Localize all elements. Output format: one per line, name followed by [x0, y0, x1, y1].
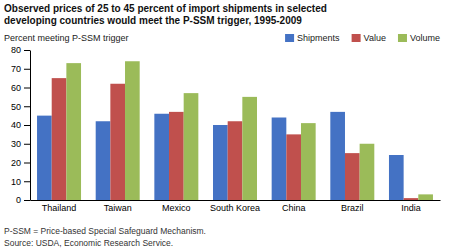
y-tick: 40 — [11, 120, 30, 130]
legend-label: Value — [364, 33, 386, 43]
y-axis: 0 10 20 30 40 50 60 70 80 — [11, 45, 31, 205]
tick-label: 70 — [11, 64, 21, 74]
x-tick: India — [401, 203, 421, 213]
y-tick: 80 — [11, 45, 30, 55]
tick-mark — [24, 106, 30, 107]
tick-label: Thailand — [42, 203, 77, 213]
tick-mark — [24, 181, 30, 182]
y-tick: 10 — [11, 177, 30, 187]
legend-label: Shipments — [297, 33, 340, 43]
tick-label: Mexico — [162, 203, 191, 213]
y-tick: 60 — [11, 83, 30, 93]
y-tick: 30 — [11, 139, 30, 149]
tick-mark — [24, 125, 30, 126]
bar — [345, 153, 360, 200]
bar — [286, 134, 301, 200]
bar-series — [66, 61, 433, 200]
tick-label: 40 — [11, 120, 21, 130]
x-tick: South Korea — [210, 203, 260, 213]
footnote: P-SSM = Price-based Special Safeguard Me… — [4, 226, 206, 236]
legend-item: Shipments — [285, 33, 340, 43]
tick-label: 10 — [11, 177, 21, 187]
tick-label: South Korea — [210, 203, 260, 213]
tick-label: 0 — [16, 195, 21, 205]
bar — [37, 116, 52, 200]
bar — [404, 198, 419, 200]
bar — [301, 123, 316, 200]
bar — [184, 93, 199, 200]
plot-area: 0 10 20 30 40 50 60 70 80 Thailand Taiwan Mexico Sou… — [11, 45, 441, 213]
x-tick: Taiwan — [104, 203, 132, 213]
bar-series — [37, 112, 404, 200]
x-tick: Mexico — [162, 203, 191, 213]
legend-item: Volume — [398, 33, 440, 43]
bar — [330, 112, 345, 200]
tick-mark — [24, 144, 30, 145]
bar — [389, 155, 404, 200]
legend-swatch — [352, 34, 361, 42]
legend-item: Value — [352, 33, 386, 43]
bar — [272, 118, 287, 201]
bar — [154, 114, 169, 200]
y-tick: 50 — [11, 102, 30, 112]
footnote: Source: USDA, Economic Research Service. — [4, 238, 173, 248]
footnotes: P-SSM = Price-based Special Safeguard Me… — [4, 226, 206, 248]
tick-label: Brazil — [341, 203, 364, 213]
x-tick: China — [282, 203, 306, 213]
y-tick: 70 — [11, 64, 30, 74]
axis-line — [30, 51, 31, 201]
title: developing countries would meet the P-SS… — [4, 15, 302, 26]
tick-label: 20 — [11, 158, 21, 168]
legend-swatch — [285, 34, 294, 42]
tick-label: China — [282, 203, 306, 213]
tick-mark — [24, 50, 30, 51]
tick-mark — [24, 200, 30, 201]
tick-label: Taiwan — [104, 203, 132, 213]
tick-label: 80 — [11, 45, 21, 55]
bar — [242, 97, 257, 200]
x-tick: Brazil — [341, 203, 364, 213]
tick-label: India — [401, 203, 421, 213]
x-tick: Thailand — [42, 203, 77, 213]
bar — [418, 194, 433, 200]
tick-mark — [24, 69, 30, 70]
tick-label: 30 — [11, 139, 21, 149]
bar — [66, 63, 81, 200]
y-tick: 0 — [16, 195, 30, 205]
bar — [125, 61, 140, 200]
y-axis-label: Percent meeting P-SSM trigger — [4, 33, 129, 43]
bar — [213, 125, 228, 200]
bar — [360, 144, 375, 200]
legend: Shipments Value Volume — [285, 33, 440, 43]
bar — [96, 121, 111, 200]
y-tick: 20 — [11, 158, 30, 168]
title-group: Observed prices of 25 to 45 percent of i… — [4, 3, 327, 26]
bar — [52, 78, 67, 200]
chart: Observed prices of 25 to 45 percent of i… — [0, 0, 450, 252]
legend-label: Volume — [410, 33, 440, 43]
axis-line — [31, 200, 441, 201]
bar — [169, 112, 184, 200]
bars — [37, 61, 433, 200]
bar-series — [52, 78, 419, 200]
tick-label: 60 — [11, 83, 21, 93]
bar — [228, 121, 243, 200]
bar — [110, 84, 125, 200]
tick-label: 50 — [11, 102, 21, 112]
tick-mark — [24, 88, 30, 89]
x-axis: Thailand Taiwan Mexico South Korea China Braz… — [31, 201, 441, 214]
tick-mark — [24, 163, 30, 164]
title: Observed prices of 25 to 45 percent of i… — [4, 3, 327, 14]
legend-swatch — [398, 34, 407, 42]
